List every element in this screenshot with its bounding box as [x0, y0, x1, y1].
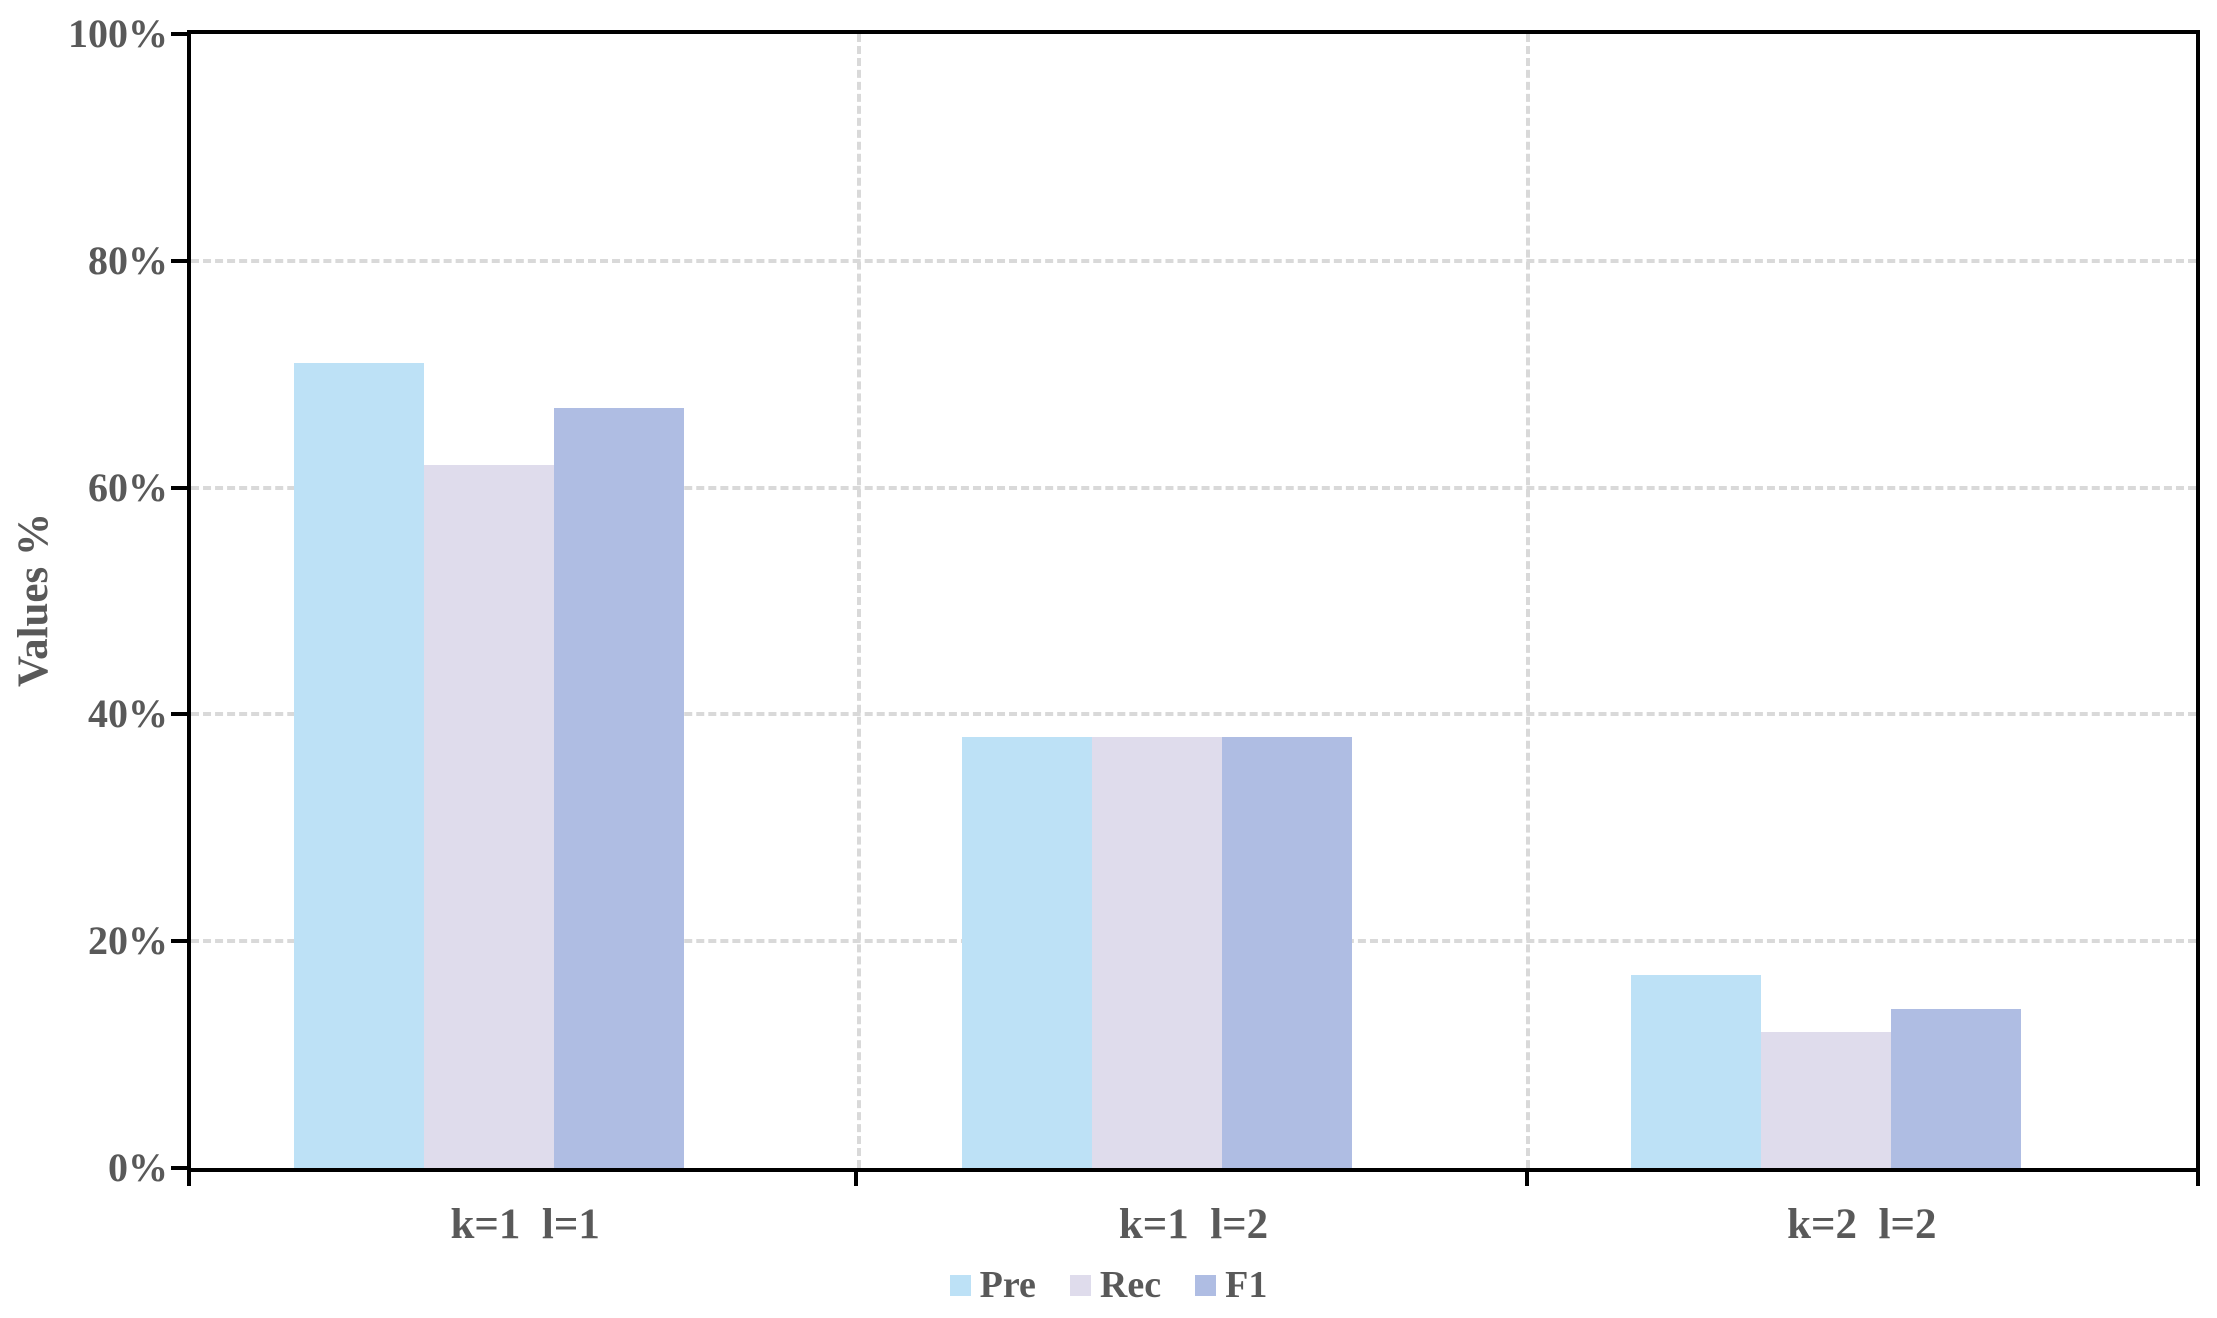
legend-label-f1: F1 [1225, 1264, 1268, 1306]
x-axis-tick-1 [854, 1168, 858, 1186]
bar-rec-group1 [424, 464, 554, 1168]
legend-label-rec: Rec [1099, 1264, 1162, 1306]
gridline-h-40 [191, 712, 2196, 717]
y-axis-tick-label-40: 40% [88, 691, 168, 737]
legend-swatch-f1 [1195, 1274, 1217, 1296]
y-axis-tick-label-20: 20% [88, 918, 168, 964]
y-axis-tick-label-60: 60% [88, 464, 168, 510]
bar-rec-group2 [1092, 737, 1223, 1168]
bar-rec-group3 [1760, 1031, 1891, 1168]
y-axis-tick-20 [171, 939, 187, 944]
y-axis-tick-label-100: 100% [68, 11, 168, 56]
x-axis-tick-0 [187, 1168, 191, 1186]
y-axis-tick-label-80: 80% [88, 237, 168, 283]
y-axis-tick-80 [171, 258, 187, 263]
bar-f1-group1 [554, 408, 684, 1168]
gridline-h-80 [191, 258, 2196, 263]
legend-swatch-pre [949, 1274, 971, 1296]
category-label-3: k=2 l=2 [1787, 1201, 1937, 1248]
legend-item-rec: Rec [1069, 1264, 1162, 1306]
y-axis-tick-60 [171, 485, 187, 490]
category-label-2: k=1 l=2 [1118, 1201, 1269, 1248]
y-axis-tick-100 [171, 32, 187, 36]
bar-pre-group3 [1630, 975, 1761, 1168]
legend-item-pre: Pre [949, 1264, 1036, 1306]
y-axis-tick-40 [171, 712, 187, 717]
legend-item-f1: F1 [1195, 1264, 1268, 1306]
gridline-v-1 [857, 34, 862, 1168]
y-axis-title: Values % [10, 512, 57, 688]
bar-pre-group1 [294, 362, 424, 1168]
y-axis-tick-0 [171, 1166, 187, 1170]
legend-swatch-rec [1069, 1274, 1091, 1296]
y-axis-tick-label-0: 0% [108, 1145, 168, 1190]
legend-label-pre: Pre [979, 1264, 1036, 1306]
bar-f1-group2 [1222, 737, 1353, 1168]
x-axis-tick-3 [2196, 1168, 2200, 1186]
bar-f1-group3 [1890, 1009, 2021, 1168]
gridline-h-60 [191, 485, 2196, 490]
legend: Pre Rec F1 [0, 1264, 2217, 1306]
gridline-v-2 [1525, 34, 1530, 1168]
category-label-1: k=1 l=1 [450, 1201, 600, 1248]
x-axis-tick-2 [1525, 1168, 1529, 1186]
plot-area [187, 30, 2200, 1172]
bar-pre-group2 [962, 737, 1093, 1168]
